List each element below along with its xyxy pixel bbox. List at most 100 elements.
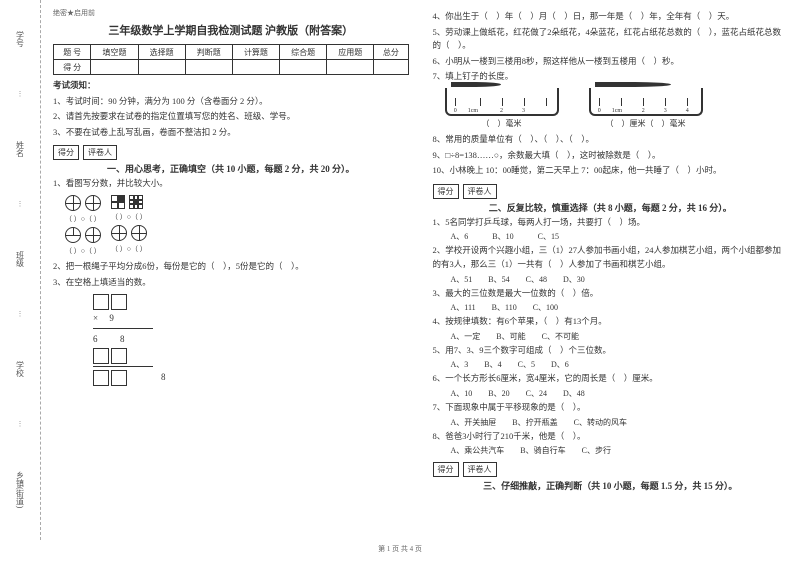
bind-dots: ⋮ (17, 420, 24, 428)
left-column: 绝密★启用前 三年级数学上学期自我检测试题 沪教版（附答案） 题 号 填空题 选… (41, 0, 421, 540)
table-row: 得 分 (54, 60, 409, 75)
digit-box[interactable] (111, 370, 127, 386)
b-q4-opts: A、一定 B、可能 C、不可能 (433, 331, 789, 342)
grid-icon (111, 195, 125, 209)
cell: 综合题 (280, 45, 327, 60)
cell: 总分 (374, 45, 408, 60)
ruler-label: （ ）毫米 (482, 118, 522, 129)
tick-label: 2 (642, 108, 645, 114)
notice-item: 1、考试时间：90 分钟，满分为 100 分（含卷面分 2 分）。 (53, 95, 409, 109)
cell[interactable] (138, 60, 185, 75)
score-badge: 得分 (433, 184, 459, 199)
columns: 绝密★启用前 三年级数学上学期自我检测试题 沪教版（附答案） 题 号 填空题 选… (41, 0, 800, 540)
frac-blank: （ ）○（ ） (65, 246, 101, 256)
bind-label: 学校 (15, 361, 26, 377)
cell[interactable] (185, 60, 232, 75)
cell: 选择题 (138, 45, 185, 60)
multiplication-grid: × 9 6 8 8 (93, 293, 409, 386)
digit-box[interactable] (93, 294, 109, 310)
secret-label: 绝密★启用前 (53, 8, 409, 18)
tick-label: 0 (598, 108, 601, 114)
section-b-title: 二、反复比较，慎重选择（共 8 小题，每题 2 分，共 16 分）。 (433, 201, 789, 214)
tick-label: 3 (664, 108, 667, 114)
cell: 计算题 (232, 45, 279, 60)
bind-label: 姓名 (15, 141, 26, 157)
mult-row: 6 8 (93, 331, 409, 347)
cell: 填空题 (91, 45, 138, 60)
b-q2-opts: A、51 B、54 C、48 D、30 (433, 274, 789, 285)
circle-icon (85, 227, 101, 243)
table-row: 题 号 填空题 选择题 判断题 计算题 综合题 应用题 总分 (54, 45, 409, 60)
cell[interactable] (280, 60, 327, 75)
b-q8-opts: A、乘公共汽车 B、骑自行车 C、步行 (433, 445, 789, 456)
cell[interactable] (91, 60, 138, 75)
grader-badge: 评卷人 (463, 184, 497, 199)
q6: 6、小明从一楼到三楼用8秒，照这样他从一楼到五楼用（ ）秒。 (433, 55, 789, 69)
exam-title: 三年级数学上学期自我检测试题 沪教版（附答案） (53, 22, 409, 38)
notice-item: 2、请首先按要求在试卷的指定位置填写您的姓名、班级、学号。 (53, 110, 409, 124)
score-table: 题 号 填空题 选择题 判断题 计算题 综合题 应用题 总分 得 分 (53, 44, 409, 75)
pencil-icon (451, 82, 501, 87)
shape-group: （ ）○（ ） （ ）○（ ） (65, 195, 101, 256)
cell[interactable] (327, 60, 374, 75)
pencil-icon (595, 82, 671, 87)
section-c-head: 得分 评卷人 (433, 462, 789, 477)
cell[interactable] (232, 60, 279, 75)
grader-badge: 评卷人 (463, 462, 497, 477)
circle-icon (111, 225, 127, 241)
tick-label: 4 (686, 108, 689, 114)
tick-label: 3 (522, 108, 525, 114)
tick-label: 1cm (612, 108, 622, 114)
right-column: 4、你出生于（ ）年（ ）月（ ）日，那一年是（ ）年，全年有（ ）天。 5、劳… (421, 0, 800, 540)
cell: 得 分 (54, 60, 91, 75)
tick-label: 0 (454, 108, 457, 114)
shape-group: （ ）○（ ） （ ）○（ ） (111, 195, 147, 256)
b-q8: 8、爸爸3小时行了210千米，他是（ ）。 (433, 430, 789, 444)
circle-icon (85, 195, 101, 211)
q3: 3、在空格上填适当的数。 (53, 276, 409, 290)
b-q5: 5、用7、3、9三个数字可组成（ ）个三位数。 (433, 344, 789, 358)
grid-icon (129, 195, 143, 209)
bind-dots: ⋮ (17, 90, 24, 98)
bind-label: 班级 (15, 251, 26, 267)
tick-label: 1cm (468, 108, 478, 114)
ruler-icon: 0 1cm 2 3 (445, 88, 559, 116)
b-q6: 6、一个长方形长6厘米，宽4厘米，它的周长是（ ）厘米。 (433, 372, 789, 386)
q8: 8、常用的质量单位有（ ）、（ ）、（ ）。 (433, 133, 789, 147)
circle-icon (131, 225, 147, 241)
digit-box[interactable] (111, 294, 127, 310)
page-footer: 第 1 页 共 4 页 (0, 540, 800, 558)
frac-blank: （ ）○（ ） (111, 212, 147, 222)
digit-box[interactable] (93, 348, 109, 364)
q4: 4、你出生于（ ）年（ ）月（ ）日，那一年是（ ）年，全年有（ ）天。 (433, 10, 789, 24)
ruler-left: 0 1cm 2 3 （ ）毫米 (445, 88, 559, 129)
ruler-icon: 0 1cm 2 3 4 (589, 88, 703, 116)
section-a-title: 一、用心思考，正确填空（共 10 小题，每题 2 分，共 20 分）。 (53, 162, 409, 175)
grader-badge: 评卷人 (83, 145, 117, 160)
cell[interactable] (374, 60, 408, 75)
ruler-row: 0 1cm 2 3 （ ）毫米 0 1cm (445, 88, 789, 129)
notice-heading: 考试须知： (53, 79, 409, 93)
cell: 应用题 (327, 45, 374, 60)
ruler-right: 0 1cm 2 3 4 （ ）厘米（ ）毫米 (589, 88, 703, 129)
b-q2: 2、学校开设两个兴趣小组，三（1）27人参加书画小组，24人参加棋艺小组，两个小… (433, 244, 789, 271)
section-c-title: 三、仔细推敲，正确判断（共 10 小题，每题 1.5 分，共 15 分）。 (433, 479, 789, 492)
q10: 10、小林晚上 10：00睡觉，第二天早上 7：00起床，他一共睡了（ ）小时。 (433, 164, 789, 178)
tick-label: 2 (500, 108, 503, 114)
fraction-shapes: （ ）○（ ） （ ）○（ ） （ ）○（ ） （ ）○（ ） (65, 195, 409, 256)
binding-strip: 学号 ⋮ 姓名 ⋮ 班级 ⋮ 学校 ⋮ 乡镇(街道) (0, 0, 41, 540)
q2: 2、把一根绳子平均分成6份，每份是它的（ ），5份是它的（ ）。 (53, 260, 409, 274)
score-badge: 得分 (433, 462, 459, 477)
digit-box[interactable] (111, 348, 127, 364)
b-q1-opts: A、6 B、10 C、15 (433, 231, 789, 242)
ruler-label: （ ）厘米（ ）毫米 (606, 118, 686, 129)
notice-item: 3、不要在试卷上乱写乱画，卷面不整洁扣 2 分。 (53, 126, 409, 140)
b-q3: 3、最大的三位数是最大一位数的（ ）倍。 (433, 287, 789, 301)
mult-row: 8 (130, 372, 166, 382)
b-q6-opts: A、10 B、20 C、24 D、48 (433, 388, 789, 399)
cell: 判断题 (185, 45, 232, 60)
bind-dots: ⋮ (17, 200, 24, 208)
b-q7: 7、下面现象中属于平移现象的是（ ）。 (433, 401, 789, 415)
circle-icon (65, 195, 81, 211)
digit-box[interactable] (93, 370, 109, 386)
